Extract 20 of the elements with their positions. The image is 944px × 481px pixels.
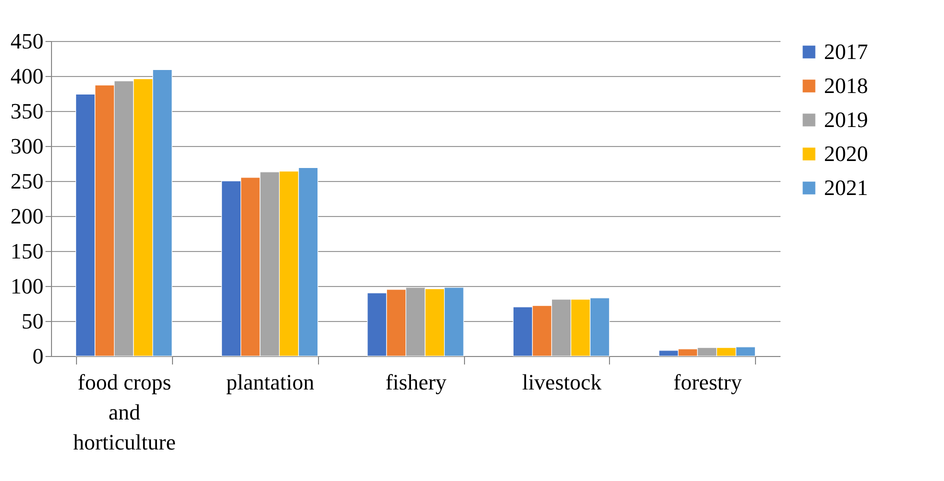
y-tick-label: 450	[10, 28, 44, 54]
legend-label: 2020	[824, 141, 868, 166]
y-tick-label: 350	[10, 98, 44, 124]
y-tick-label: 100	[10, 274, 44, 298]
y-tick-label: 300	[10, 134, 44, 158]
y-tick-label: 150	[10, 238, 44, 264]
legend-label: 2018	[824, 73, 868, 98]
y-tick-label: 50	[22, 308, 44, 334]
x-tick-label: plantation	[226, 370, 314, 394]
x-tick-label: food crops and horticulture	[73, 370, 176, 454]
y-tick-label: 400	[10, 64, 44, 88]
x-tick-label: forestry	[673, 370, 742, 394]
y-tick-label: 0	[32, 344, 44, 368]
x-tick-label: fishery	[385, 370, 447, 394]
legend-label: 2021	[824, 175, 868, 200]
y-tick-label: 200	[10, 204, 44, 228]
x-tick-label: livestock	[522, 370, 602, 394]
y-tick-label: 250	[10, 168, 44, 194]
legend-label: 2019	[824, 107, 868, 132]
legend-label: 2017	[824, 39, 868, 64]
